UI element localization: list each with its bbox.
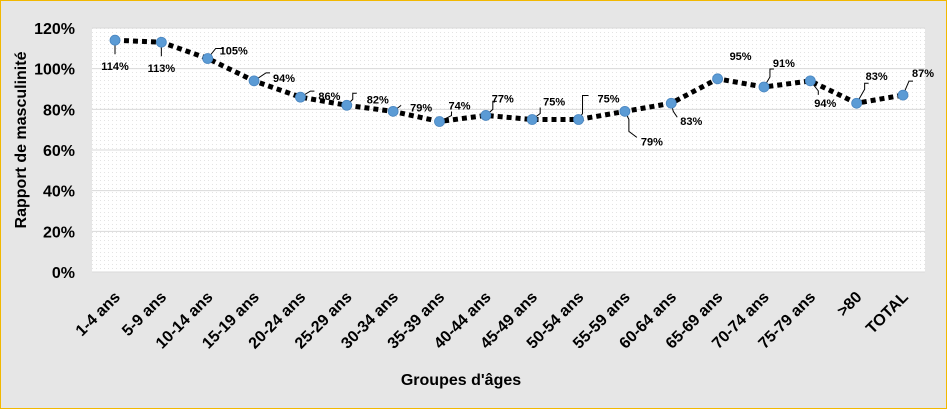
data-label: 87%: [912, 68, 934, 80]
data-label: 83%: [680, 116, 702, 128]
data-label: 82%: [367, 94, 389, 106]
data-point: [573, 114, 584, 125]
data-label: 95%: [730, 51, 752, 63]
y-tick-label: 120%: [34, 21, 75, 38]
data-label: 114%: [101, 61, 129, 73]
x-tick-label: TOTAL: [863, 289, 912, 338]
data-point: [387, 105, 399, 117]
y-tick-label: 100%: [34, 62, 75, 79]
data-point: [758, 81, 770, 93]
data-point: [248, 75, 260, 87]
y-axis-title: Rapport de masculinité: [13, 51, 30, 228]
data-label: 79%: [410, 102, 432, 114]
data-point: [109, 34, 121, 46]
data-point: [804, 75, 816, 87]
data-label: 91%: [773, 58, 795, 70]
data-label: 79%: [641, 136, 663, 148]
data-point: [480, 110, 492, 121]
data-label: 94%: [814, 98, 836, 110]
data-label: 94%: [273, 73, 295, 85]
y-tick-label: 60%: [43, 143, 75, 160]
data-label: 77%: [492, 93, 514, 105]
data-label: 113%: [148, 63, 176, 75]
x-axis-title: Groupes d'âges: [401, 372, 521, 389]
data-point: [202, 53, 214, 64]
x-tick-label: >80: [834, 289, 865, 320]
data-point: [897, 89, 909, 101]
y-axis-ticks: 0% 20% 40% 60% 80% 100% 120%: [34, 21, 75, 282]
data-label: 105%: [220, 46, 248, 58]
series-line: [114, 37, 904, 125]
data-point: [295, 91, 306, 103]
data-point: [341, 99, 353, 111]
data-point: [619, 105, 631, 117]
leader-line: [763, 68, 774, 88]
y-tick-label: 20%: [43, 224, 75, 241]
data-label: 75%: [598, 94, 620, 106]
data-point: [851, 97, 863, 109]
x-tick-label: 1-4 ans: [73, 289, 124, 340]
data-point: [526, 114, 538, 125]
data-label: 74%: [448, 101, 470, 113]
y-tick-label: 40%: [43, 184, 75, 201]
data-points: [109, 34, 909, 127]
data-label: 86%: [318, 91, 340, 103]
data-point: [155, 36, 167, 48]
y-tick-label: 0%: [52, 265, 75, 282]
data-point: [665, 97, 677, 109]
data-label: 83%: [866, 71, 888, 83]
y-tick-label: 80%: [43, 102, 75, 119]
data-label: 75%: [543, 97, 565, 109]
data-point: [434, 116, 445, 127]
leader-line: [856, 82, 869, 104]
data-labels: 114% 113% 105% 94% 86% 82% 79% 74% 77% 75% 75% 79% 8…: [101, 46, 934, 149]
data-point: [712, 73, 723, 85]
